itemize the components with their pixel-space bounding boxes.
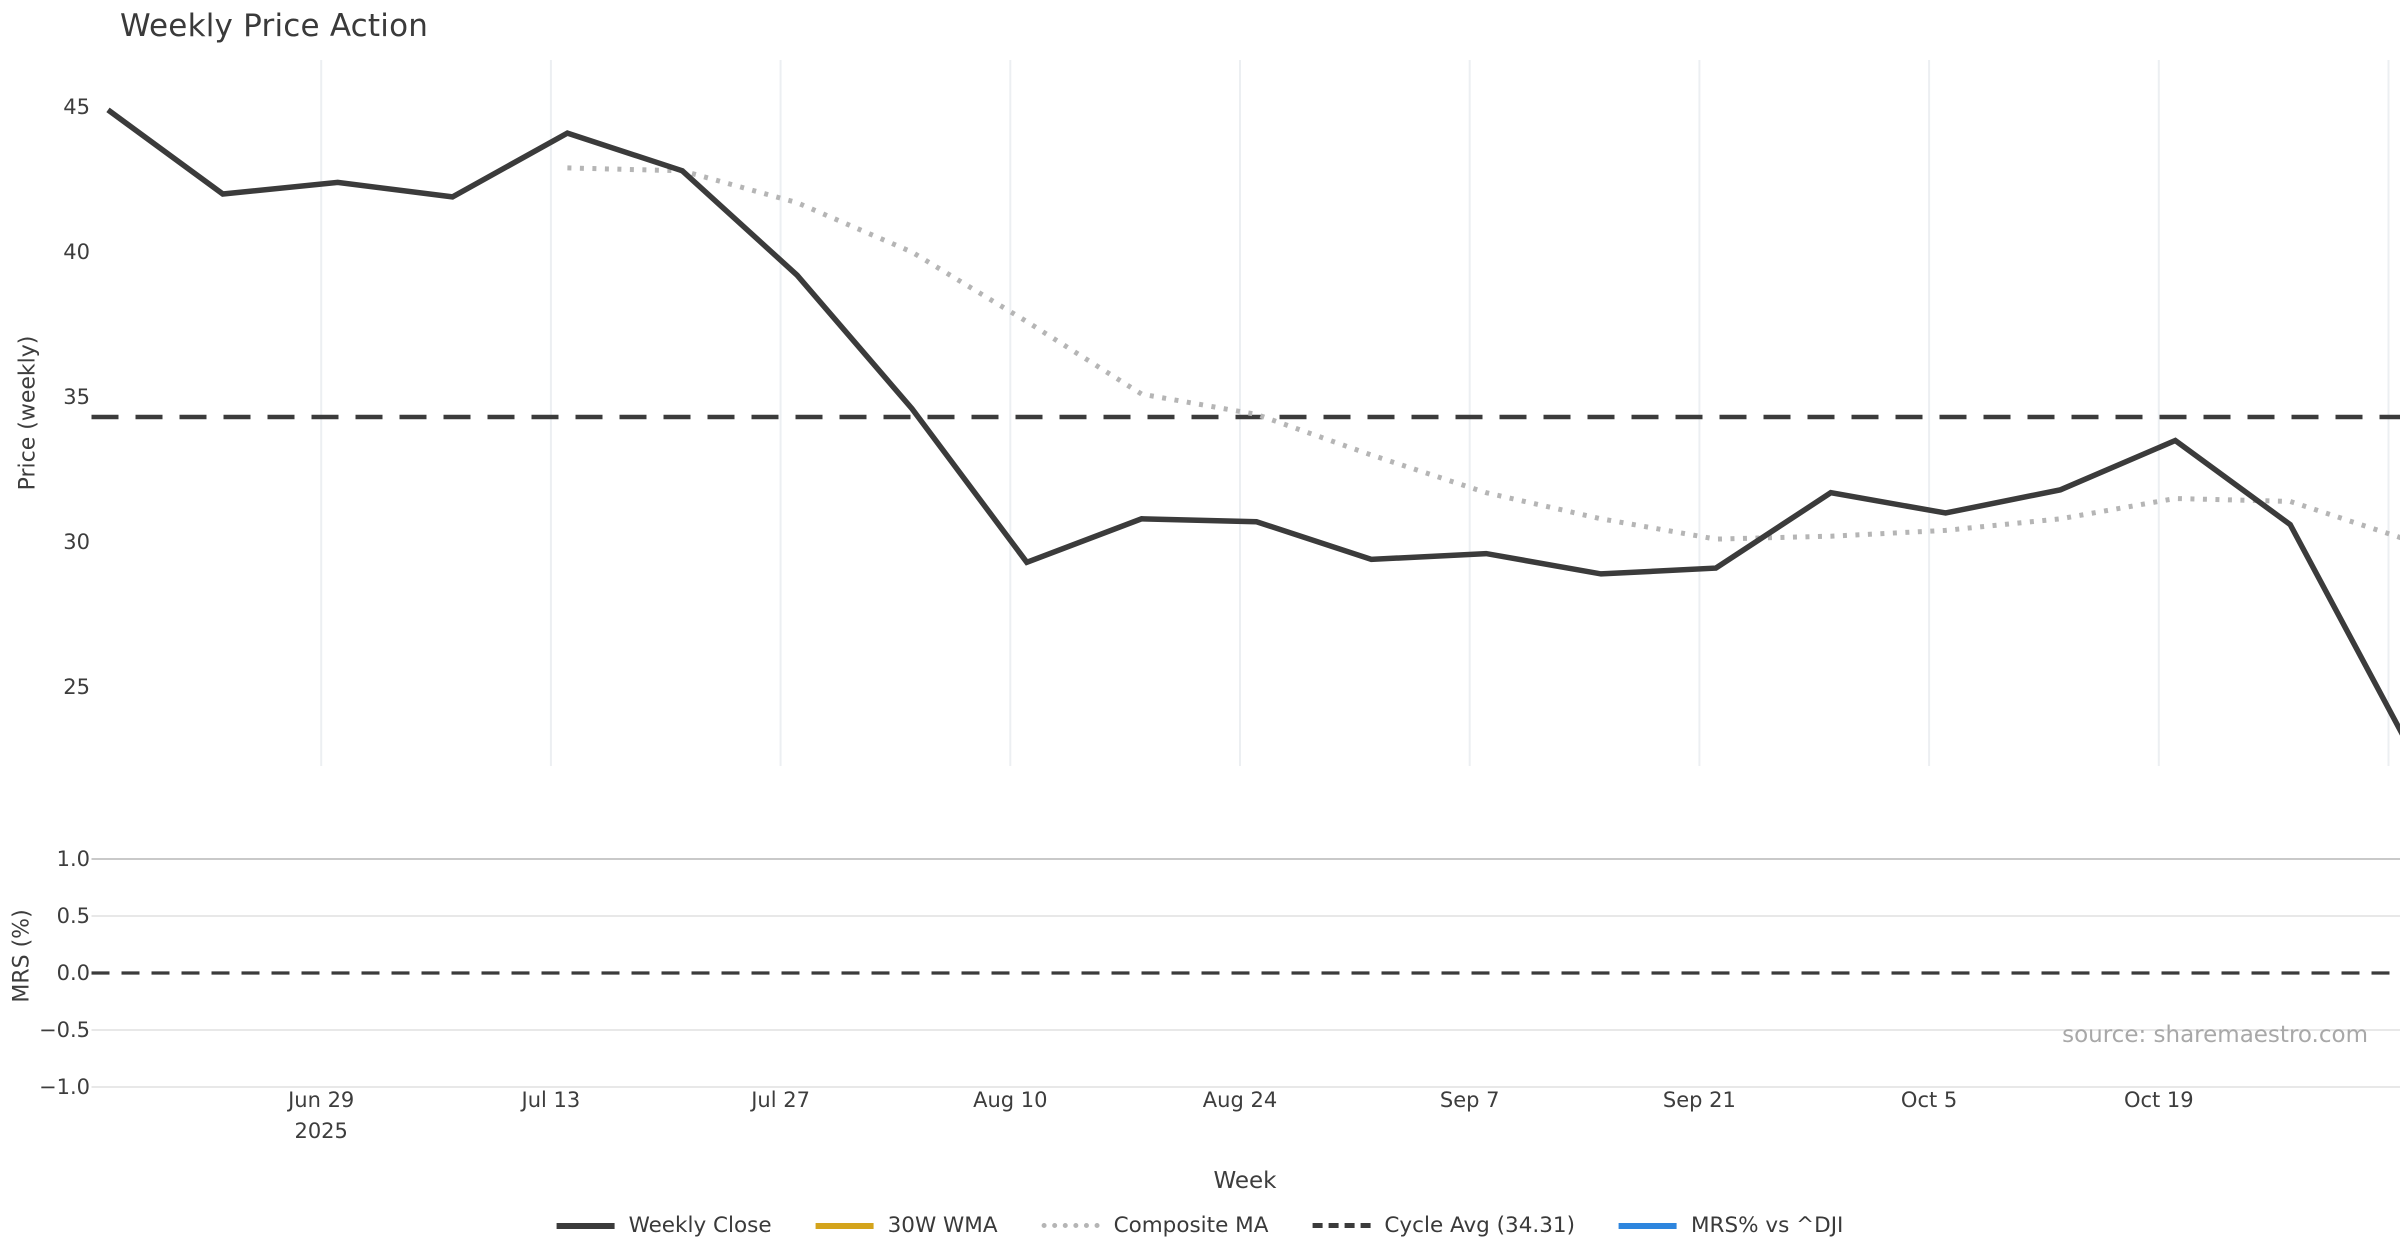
x-tick-label: Sep 21 [1662, 1088, 1736, 1112]
price-y-axis-label: Price (weekly) [15, 335, 41, 491]
legend-item: 30W WMA [815, 1213, 998, 1238]
legend-label: MRS% vs ^DJI [1690, 1213, 1844, 1238]
legend-swatch-solid-icon [1618, 1222, 1677, 1229]
price-ytick-label: 25 [63, 675, 90, 699]
price-ytick-label: 30 [63, 530, 90, 554]
legend-label: Cycle Avg (34.31) [1384, 1213, 1575, 1238]
x-tick-label: Aug 24 [1202, 1088, 1278, 1112]
legend-label: Composite MA [1113, 1213, 1269, 1238]
legend-label: Weekly Close [628, 1213, 772, 1238]
composite-ma-line [567, 165, 2400, 542]
price-ytick-label: 45 [63, 95, 90, 119]
legend-swatch-solid-icon [815, 1222, 874, 1229]
weekly-close-line [106, 107, 2400, 736]
legend-item: Weekly Close [556, 1213, 772, 1238]
legend-swatch-solid-icon [556, 1222, 615, 1229]
mrs-ytick-label: 1.0 [56, 847, 90, 871]
price-ytick-label: 35 [63, 385, 90, 409]
legend-item: Composite MA [1041, 1213, 1269, 1238]
x-tick-label: Jul 13 [521, 1088, 581, 1112]
x-tick-label: Oct 5 [1900, 1088, 1958, 1112]
x-axis-label: Week [1213, 1168, 1277, 1194]
mrs-y-axis-label: MRS (%) [9, 909, 35, 1003]
x-tick-label: Sep 7 [1439, 1088, 1500, 1112]
mrs-ytick-label: −0.5 [39, 1018, 90, 1042]
x-tick-label: Oct 19 [2123, 1088, 2194, 1112]
legend-swatch-dashed-icon [1312, 1223, 1371, 1228]
legend-item: MRS% vs ^DJI [1618, 1213, 1844, 1238]
legend: Weekly Close 30W WMA Composite MA Cycle Avg… [556, 1213, 1844, 1238]
x-tick-label: Jul 27 [751, 1088, 810, 1112]
chart-title: Weekly Price Action [120, 8, 429, 44]
source-note: source: sharemaestro.com [2062, 1022, 2368, 1048]
mrs-ytick-label: 0.0 [56, 961, 90, 985]
legend-label: 30W WMA [887, 1213, 998, 1238]
legend-swatch-dotted-icon [1041, 1223, 1100, 1228]
x-tick-label: Jun 29 2025 [288, 1088, 355, 1143]
price-ytick-label: 40 [63, 240, 90, 264]
mrs-ytick-label: 0.5 [56, 904, 90, 928]
mrs-ytick-label: −1.0 [39, 1075, 90, 1099]
legend-item: Cycle Avg (34.31) [1312, 1213, 1575, 1238]
x-tick-label: Aug 10 [973, 1088, 1048, 1112]
